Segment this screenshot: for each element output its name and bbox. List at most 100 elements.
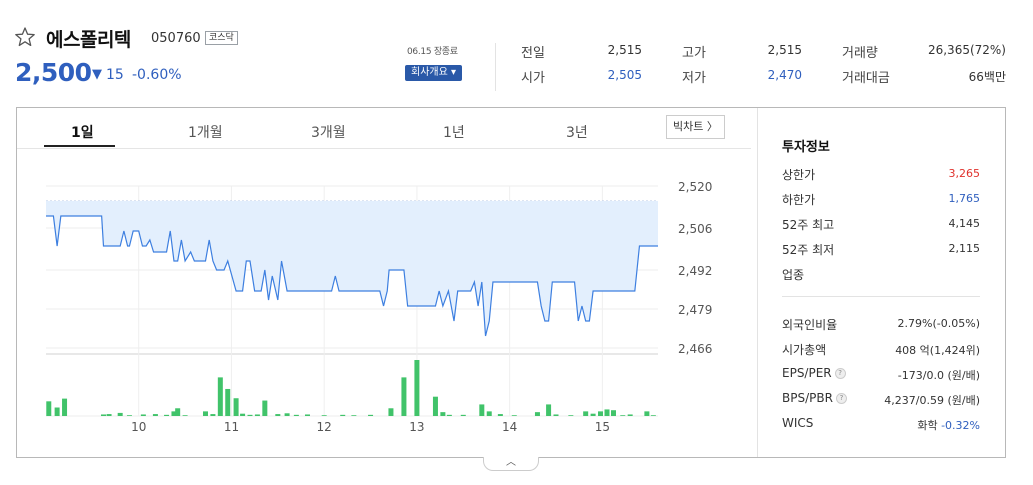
tab-3month[interactable]: 3개월 (311, 125, 346, 141)
wics-value: 화학 -0.32% (857, 417, 980, 433)
tabs-divider (17, 148, 751, 149)
volume-bar (217, 377, 223, 416)
volume-bar (284, 413, 290, 416)
tab-1month[interactable]: 1개월 (188, 125, 223, 141)
volume-bar (54, 407, 60, 416)
down-arrow-icon: ▼ (92, 67, 102, 82)
volume-bar (340, 414, 346, 416)
volume-bar (117, 412, 123, 416)
bps-pbr-label: BPS/PBR? (782, 391, 847, 405)
volume-bar (546, 404, 552, 416)
volume-bar (152, 414, 158, 416)
price-chart: 2,520 2,506 2,492 2,479 2,466 10 11 12 13 14 15 (46, 180, 712, 434)
trade-amount-value: 66백만 (968, 70, 1006, 84)
volume-bar (604, 409, 610, 416)
volume-bar (262, 400, 268, 416)
star-outline-icon[interactable] (14, 26, 36, 48)
volume-bar (293, 414, 299, 416)
volume-bar (479, 404, 485, 416)
y-tick-label: 2,506 (678, 222, 712, 236)
chart-panel: 1일 1개월 3개월 1년 3년 빅차트 〉 2,520 2,506 2,492 2,… (16, 107, 1006, 458)
low-label: 저가 (682, 71, 706, 86)
open-value: 2,505 (607, 68, 642, 82)
bps-pbr-value: 4,237/0.59 (원/배) (884, 394, 980, 407)
y-tick-label: 2,492 (678, 264, 712, 278)
volume-bar (247, 414, 253, 416)
x-tick-label: 14 (502, 420, 517, 434)
help-icon[interactable]: ? (834, 368, 846, 379)
y-tick-label: 2,466 (678, 342, 712, 356)
eps-per-label-text: EPS/PER (782, 366, 832, 380)
market-badge: 코스닥 (205, 31, 238, 45)
volume-value: 26,365(72%) (927, 43, 1006, 57)
lower-limit-label: 하한가 (782, 193, 816, 207)
x-tick-label: 13 (409, 420, 424, 434)
help-icon[interactable]: ? (835, 393, 847, 404)
market-status: 06.15 장종료 (407, 47, 458, 57)
volume-bar (598, 411, 604, 416)
collapse-chevron-icon[interactable]: ︿ (483, 457, 539, 471)
52week-low-label: 52주 최저 (782, 243, 835, 257)
volume-bar (414, 360, 420, 416)
volume-bar (210, 414, 216, 416)
stock-code: 050760 (151, 31, 201, 46)
volume-bar (460, 414, 466, 416)
x-tick-label: 12 (317, 420, 332, 434)
volume-bar (202, 411, 208, 416)
volume-bar (610, 410, 616, 416)
lower-limit-value: 1,765 (948, 192, 981, 205)
market-cap-label: 시가총액 (782, 343, 827, 357)
volume-bar (590, 413, 596, 416)
volume-bar (240, 413, 246, 416)
company-overview-button[interactable]: 회사개요 ▾ (405, 65, 462, 81)
volume-bar (254, 414, 260, 416)
stock-name: 에스폴리텍 (46, 29, 131, 51)
wics-change: -0.32% (941, 419, 980, 432)
open-label: 시가 (521, 71, 545, 86)
tab-3year[interactable]: 3년 (566, 125, 588, 141)
high-label: 고가 (682, 46, 706, 61)
volume-bar (233, 398, 239, 416)
volume-bar (126, 415, 132, 416)
volume-bar (46, 401, 52, 416)
52week-low-value: 2,115 (948, 242, 981, 255)
volume-bar (497, 414, 503, 416)
prev-close-label: 전일 (521, 46, 545, 61)
volume-bar (351, 415, 357, 416)
volume-bar (171, 411, 177, 416)
market-cap-value: 408 억(1,424위) (895, 344, 980, 357)
volume-bar (388, 408, 394, 416)
y-tick-label: 2,520 (678, 180, 712, 194)
volume-bar (164, 414, 170, 416)
volume-bar (486, 411, 492, 416)
tab-1day[interactable]: 1일 (71, 125, 94, 141)
prev-close-value: 2,515 (607, 43, 642, 57)
price-area-fill (46, 201, 658, 336)
volume-label: 거래량 (842, 46, 878, 61)
industry-label: 업종 (782, 268, 805, 282)
tab-1year[interactable]: 1년 (443, 125, 465, 141)
volume-bar (568, 415, 574, 416)
volume-bar (225, 388, 231, 416)
x-tick-label: 10 (131, 420, 146, 434)
panel-divider (757, 108, 758, 457)
big-chart-button[interactable]: 빅차트 〉 (666, 115, 725, 139)
volume-bar (583, 411, 589, 416)
price-change: 15 (106, 67, 124, 83)
high-value: 2,515 (767, 43, 802, 57)
52week-high-label: 52주 최고 (782, 218, 835, 232)
volume-bar (321, 415, 327, 416)
volume-bar (553, 414, 559, 416)
low-value: 2,470 (767, 68, 802, 82)
foreign-ratio-label: 외국인비율 (782, 318, 838, 332)
volume-bar (440, 412, 446, 416)
volume-bar (511, 415, 517, 416)
divider (495, 43, 496, 91)
price-change-rate: -0.60% (132, 67, 182, 83)
wics-sector: 화학 (917, 419, 942, 432)
y-tick-label: 2,479 (678, 303, 712, 317)
trade-amount-label: 거래대금 (842, 71, 890, 86)
upper-limit-label: 상한가 (782, 168, 816, 182)
volume-bar (175, 408, 181, 416)
volume-bar (446, 414, 452, 416)
